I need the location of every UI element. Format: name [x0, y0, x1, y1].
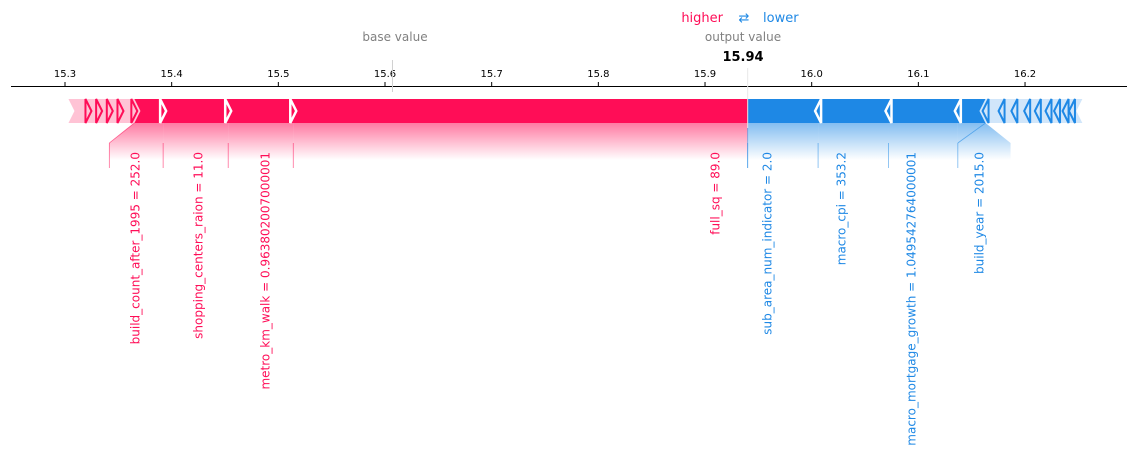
feature-connectors — [108, 122, 986, 168]
feature-glow — [747, 123, 819, 160]
positive-feature-label: build_count_after_1995 = 252.0 — [129, 152, 143, 344]
x-ticks: 15.3 15.4 15.5 15.6 15.7 15.8 15.9 16.0 16.1 16.2 — [54, 69, 1036, 86]
negative-separator — [884, 98, 893, 124]
x-tick-label: 15.3 — [54, 69, 76, 80]
feature-glow — [957, 123, 1011, 160]
positive-separator — [223, 98, 233, 124]
positive-tail-chevron — [130, 98, 139, 124]
x-tick-label: 16.2 — [1014, 69, 1036, 80]
negative-tail-chevron — [1067, 98, 1076, 124]
negative-separator — [813, 98, 823, 124]
x-tick-label: 15.4 — [161, 69, 183, 80]
output-value-label: output value — [705, 30, 781, 44]
x-tick-label: 15.5 — [267, 69, 289, 80]
value-markers — [391, 60, 749, 128]
positive-separator — [289, 98, 298, 124]
positive-feature-label: metro_km_walk = 0.963802007000001 — [259, 152, 273, 390]
legend-arrows-icon: ⇄ — [739, 11, 750, 26]
legend-lower: lower — [763, 11, 799, 26]
x-tick-label: 16.0 — [801, 69, 823, 80]
force-bars — [68, 98, 1083, 124]
feature-labels: build_count_after_1995 = 252.0 shopping_c… — [129, 152, 987, 446]
negative-tail-chevron — [1052, 98, 1062, 124]
legend-higher: higher — [681, 11, 723, 26]
positive-tail-chevron — [84, 98, 93, 124]
feature-glows — [109, 123, 1011, 160]
feature-glow — [818, 123, 889, 160]
base-value-label: base value — [362, 30, 427, 44]
x-tick-label: 15.7 — [481, 69, 503, 80]
positive-feature-label: shopping_centers_raion = 11.0 — [192, 152, 206, 339]
negative-bar — [747, 99, 986, 123]
positive-tail-chevron — [116, 98, 125, 124]
x-tick-label: 15.9 — [694, 69, 716, 80]
positive-tail-chevron — [105, 98, 114, 124]
negative-tail-chevron — [1010, 98, 1019, 124]
positive-separator — [158, 98, 168, 124]
negative-tail-chevron — [997, 98, 1006, 124]
negative-feature-label: sub_area_num_indicator = 2.0 — [761, 152, 775, 335]
positive-bar — [134, 99, 748, 123]
x-tick-label: 16.1 — [907, 69, 929, 80]
negative-feature-label: macro_cpi = 353.2 — [835, 152, 849, 265]
feature-glow — [163, 123, 229, 160]
positive-feature-label: full_sq = 89.0 — [709, 152, 723, 235]
x-tick-label: 15.8 — [587, 69, 609, 80]
positive-tail — [68, 99, 141, 123]
negative-feature-label: macro_mortgage_growth = 1.04954276400000… — [905, 152, 919, 446]
feature-connector — [109, 122, 135, 144]
x-tick-label: 15.6 — [374, 69, 396, 80]
output-value: 15.94 — [722, 50, 763, 65]
feature-glow — [293, 123, 748, 160]
feature-glow — [888, 123, 958, 160]
negative-tail-chevron — [1033, 98, 1042, 124]
feature-glow — [228, 123, 294, 160]
negative-feature-label: build_year = 2015.0 — [973, 152, 987, 274]
positive-tail-chevron — [95, 98, 104, 124]
feature-connector — [957, 122, 986, 144]
negative-tail-chevron — [1044, 98, 1053, 124]
negative-tail-chevron — [981, 98, 990, 124]
negative-separator — [953, 98, 963, 124]
negative-tail-chevron — [1023, 98, 1032, 124]
